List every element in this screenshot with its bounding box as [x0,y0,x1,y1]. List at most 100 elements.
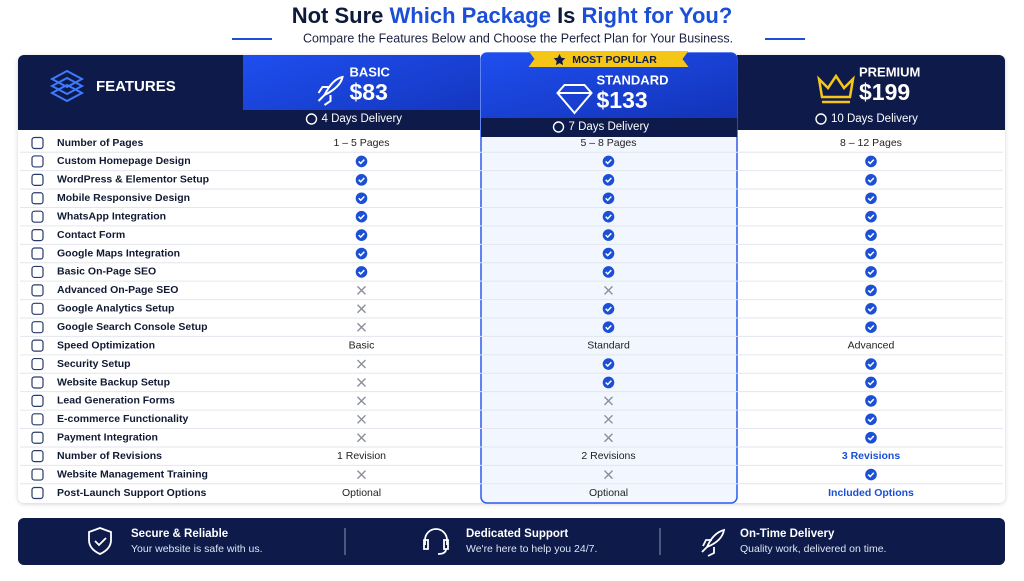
feature-icon [31,394,44,407]
check-mark [355,247,368,260]
check-mark [355,155,368,168]
feature-icon [31,173,44,186]
check-tick [358,232,365,239]
badge-text: MOST POPULAR [572,54,657,66]
check-mark [865,247,877,260]
plan-delivery: 7 Days Delivery [569,121,650,133]
check-tick [867,361,875,368]
cell-text: Optional [589,487,628,499]
check-circle [355,155,368,168]
check-circle [865,468,877,481]
plan-name: STANDARD [597,72,669,87]
shield-icon [88,527,112,555]
check-circle [355,247,368,260]
footer-text: Quality work, delivered on time. [740,543,886,555]
check-tick [867,232,875,239]
footer-title: Secure & Reliable [131,528,228,540]
check-circle [602,302,615,315]
check-mark [602,229,615,241]
cell-text: 8 – 12 Pages [840,137,902,149]
feature-label: Mobile Responsive Design [57,192,190,204]
check-mark [865,468,877,481]
cell-text: 3 Revisions [842,450,901,462]
check-mark [865,358,877,370]
plan-price: $83 [350,79,388,105]
feature-icon [31,339,44,352]
check-mark [865,284,877,297]
check-circle [602,174,615,186]
check-mark [355,192,368,205]
check-circle [602,247,615,260]
feature-label: Payment Integration [57,432,158,444]
check-mark [602,266,615,278]
cross-mark [604,396,613,406]
cross-mark [604,470,613,480]
check-circle [355,229,368,241]
cross-mark [357,304,366,314]
check-mark [865,210,877,223]
cell-text: Basic [349,339,375,351]
check-mark [865,174,877,186]
footer-title: On-Time Delivery [740,528,835,540]
check-mark [355,229,368,241]
cell-text: Included Options [828,487,914,499]
check-circle [602,376,615,389]
feature-label: WordPress & Elementor Setup [57,174,209,186]
cell-text: 1 Revision [337,450,386,462]
check-tick [605,159,612,165]
check-circle [602,192,615,205]
cross-mark [604,285,613,295]
cross-mark [357,377,366,387]
check-tick [605,195,612,202]
feature-icon [31,284,44,297]
cross-mark [357,322,366,332]
check-circle [602,155,615,168]
title: Not Sure Which Package Is Right for You? [292,3,733,28]
feature-label: Custom Homepage Design [57,155,191,167]
feature-icon [31,357,44,371]
check-mark [865,229,877,241]
feature-label: E-commerce Functionality [57,413,188,425]
feature-label: Speed Optimization [57,339,155,351]
check-tick [867,398,875,404]
feature-label: Security Setup [57,358,131,370]
standard-header [481,53,737,118]
check-mark [602,358,615,370]
plan-price: $133 [597,87,648,113]
check-tick [605,306,612,312]
cross-mark [357,433,366,443]
check-circle [865,284,877,297]
feature-icon [31,136,44,150]
check-tick [605,324,612,331]
feature-label: WhatsApp Integration [57,210,166,222]
plan-name: BASIC [350,64,391,79]
premium-header [737,55,1005,130]
check-mark [865,376,877,389]
check-tick [867,251,875,257]
feature-icon [31,413,44,426]
footer-text: We're here to help you 24/7. [466,543,597,555]
check-mark [602,247,615,260]
check-tick [605,177,612,183]
title-part: Which Package [390,3,551,28]
check-circle [355,192,368,205]
check-tick [358,269,365,276]
check-circle [602,266,615,278]
check-tick [867,195,875,202]
check-mark [602,376,615,389]
cell-text: Standard [587,339,630,351]
check-mark [865,155,877,168]
title-part: Right for You? [582,3,733,28]
subtitle: Compare the Features Below and Choose th… [303,31,733,45]
feature-icon [31,376,44,389]
check-circle [865,266,877,278]
check-mark [355,210,368,223]
rocket-icon [317,75,344,106]
check-mark [865,302,877,315]
check-tick [867,288,875,294]
feature-label: Google Search Console Setup [57,321,208,333]
check-mark [602,155,615,168]
check-mark [602,302,615,315]
cross-mark [604,433,613,443]
